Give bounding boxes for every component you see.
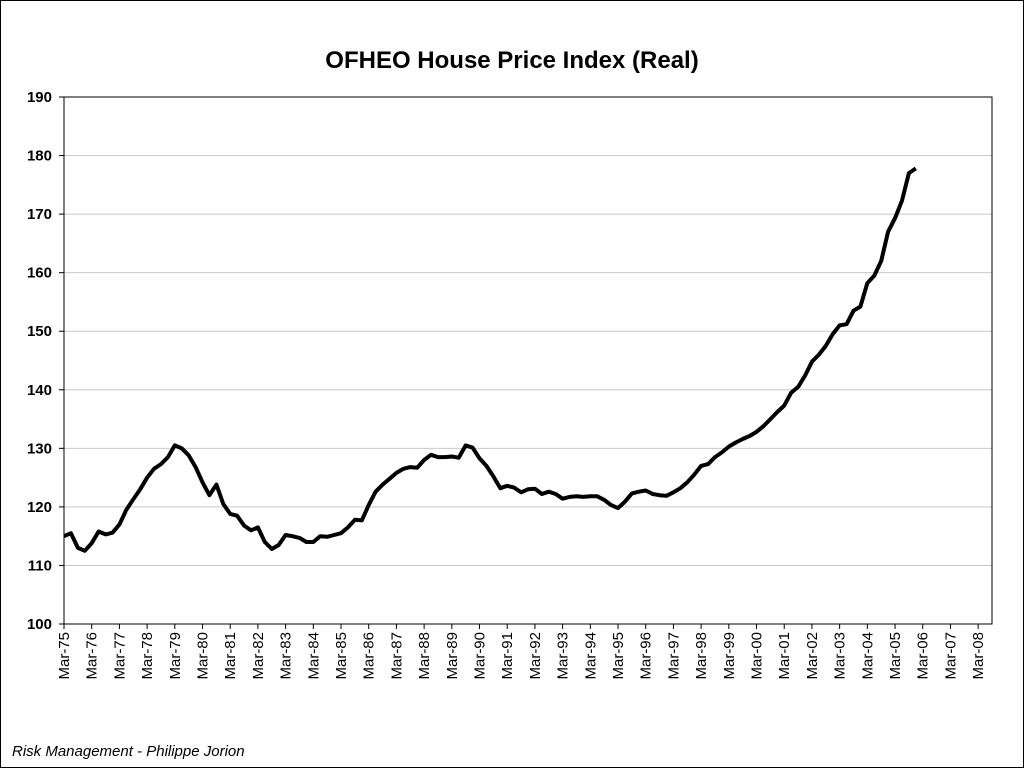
y-tick-label: 140: [27, 382, 52, 399]
x-tick-label: Mar-96: [638, 632, 655, 680]
y-tick-label: 170: [27, 206, 52, 223]
y-tick-label: 120: [27, 499, 52, 516]
x-tick-label: Mar-05: [887, 632, 904, 680]
x-tick-label: Mar-87: [388, 632, 405, 680]
y-tick-label: 180: [27, 148, 52, 165]
x-tick-label: Mar-98: [693, 632, 710, 680]
x-tick-label: Mar-07: [942, 632, 959, 680]
gridlines: [64, 155, 992, 566]
y-tick-label: 110: [28, 557, 52, 574]
x-tick-label: Mar-79: [167, 632, 184, 680]
y-tick-label: 190: [27, 89, 52, 106]
x-tick-label: Mar-80: [195, 632, 212, 680]
y-tick-label: 100: [27, 616, 52, 633]
x-tick-label: Mar-78: [139, 632, 156, 680]
x-tick-label: Mar-97: [665, 632, 682, 680]
x-tick-label: Mar-99: [721, 632, 738, 680]
x-tick-label: Mar-85: [333, 632, 350, 680]
x-tick-label: Mar-00: [749, 632, 766, 680]
x-tick-label: Mar-88: [416, 632, 433, 680]
x-tick-label: Mar-03: [832, 632, 849, 680]
x-tick-label: Mar-93: [555, 632, 572, 680]
plot-area: [63, 96, 993, 625]
x-tick-label: Mar-75: [56, 632, 73, 680]
x-axis-ticks: Mar-75 Mar-76 Mar-77 Mar-78 Mar-79 Mar-80 Mar-…: [56, 624, 987, 680]
y-tick-label: 160: [27, 265, 52, 282]
x-tick-label: Mar-89: [444, 632, 461, 680]
chart-title: OFHEO House Price Index (Real): [325, 47, 698, 74]
x-tick-label: Mar-91: [499, 632, 516, 680]
x-tick-label: Mar-08: [970, 632, 987, 680]
x-tick-label: Mar-83: [278, 632, 295, 680]
x-tick-label: Mar-90: [472, 632, 489, 680]
x-tick-label: Mar-94: [582, 632, 599, 680]
series-layer: [63, 166, 917, 553]
x-tick-label: Mar-92: [527, 632, 544, 680]
x-tick-label: Mar-04: [859, 632, 876, 680]
x-tick-label: Mar-84: [305, 632, 322, 680]
x-tick-label: Mar-76: [84, 632, 101, 680]
y-axis-ticks: 100 110 120 130 140 150 160 170 180 190: [27, 89, 64, 633]
x-tick-label: Mar-02: [804, 632, 821, 680]
footer-credit: Risk Management - Philippe Jorion: [12, 743, 245, 760]
x-tick-label: Mar-77: [111, 632, 128, 680]
x-tick-label: Mar-95: [610, 632, 627, 680]
x-tick-label: Mar-01: [776, 632, 793, 680]
x-tick-label: Mar-06: [915, 632, 932, 680]
series-line: [63, 166, 917, 553]
x-tick-label: Mar-81: [222, 632, 239, 680]
x-tick-label: Mar-82: [250, 632, 267, 680]
x-tick-label: Mar-86: [361, 632, 378, 680]
y-tick-label: 150: [27, 323, 52, 340]
y-tick-label: 130: [27, 440, 52, 457]
